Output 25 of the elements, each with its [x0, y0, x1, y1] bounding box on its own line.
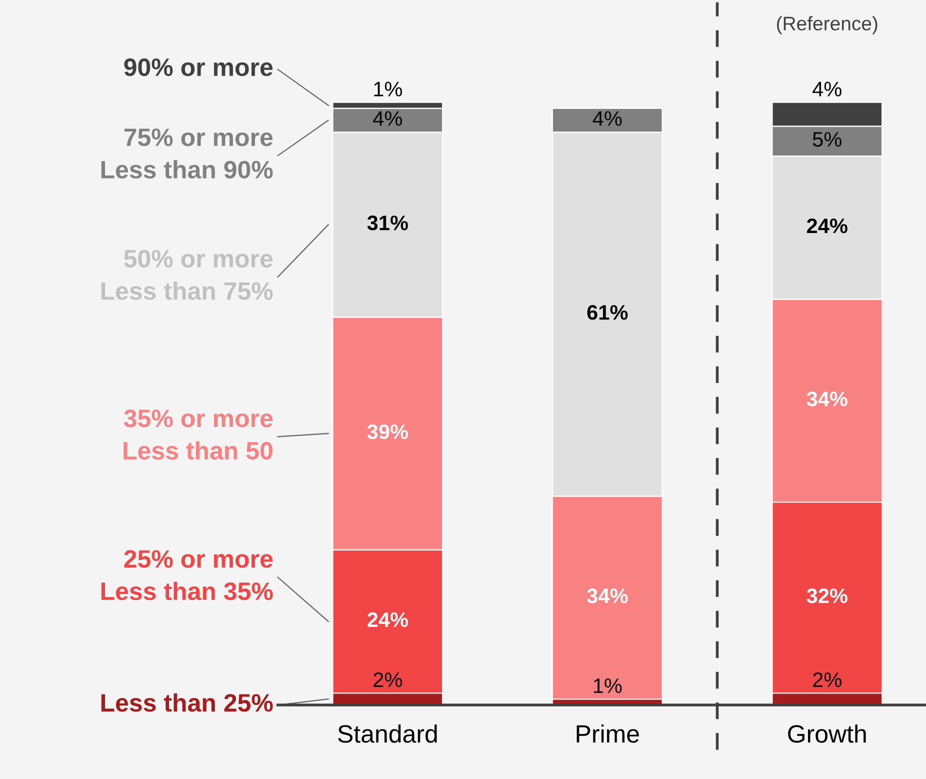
text: 35% or more Less than 50: [124, 410, 273, 460]
text: Less than 25%: [101, 693, 273, 712]
data-label: 61%: [587, 305, 628, 320]
x-tick-label: Prime: [576, 724, 639, 743]
text: (Reference): [777, 16, 878, 34]
data-label: 39%: [367, 424, 408, 440]
data-label: 34%: [806, 392, 848, 406]
data-label: 1%: [374, 82, 402, 96]
data-label: 1%: [594, 678, 622, 694]
text: 75% or more Less than 90%: [101, 128, 273, 179]
x-tick-label: Standard: [338, 724, 437, 743]
data-label: 2%: [813, 672, 842, 688]
text: 25% or more Less than 35%: [101, 550, 273, 600]
data-label: 31%: [367, 216, 408, 230]
data-label: 4%: [592, 111, 622, 126]
data-label: 2%: [374, 672, 402, 688]
text: 90% or more: [124, 58, 273, 76]
x-tick-label: Growth: [788, 724, 866, 743]
data-label: 4%: [373, 111, 402, 126]
data-label: 24%: [806, 218, 848, 234]
data-label: 4%: [812, 82, 842, 96]
data-label: 34%: [587, 588, 628, 604]
data-label: 5%: [812, 132, 842, 147]
data-label: 32%: [806, 588, 848, 604]
data-label: 24%: [368, 612, 408, 628]
